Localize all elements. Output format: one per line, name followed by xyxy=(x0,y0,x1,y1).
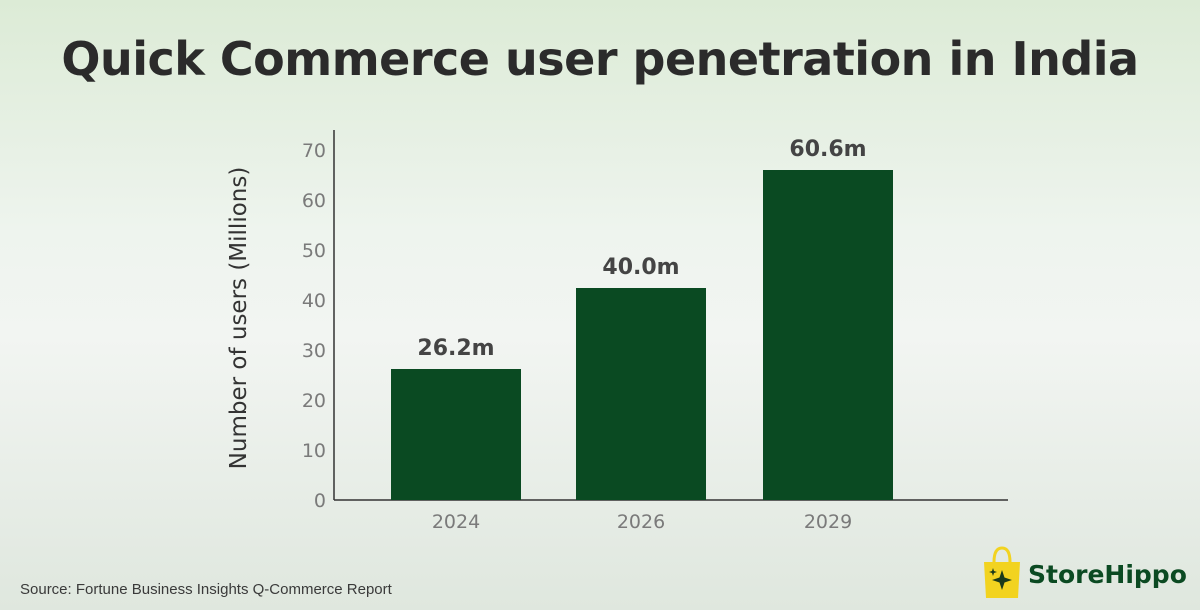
bars: 26.2m 40.0m 60.6m xyxy=(391,137,893,500)
chart-title: Quick Commerce user penetration in India xyxy=(61,32,1139,86)
x-tick-label-2026: 2026 xyxy=(617,511,665,533)
brand-name: StoreHippo xyxy=(1028,560,1187,589)
bar-2026 xyxy=(576,288,706,500)
y-tick-label: 60 xyxy=(302,190,326,212)
y-axis-ticks: 0 10 20 30 40 50 60 70 xyxy=(302,140,326,512)
shopping-bag-sparkle-icon xyxy=(984,546,1020,598)
y-axis-label: Number of users (Millions) xyxy=(226,167,252,470)
brand-logo[interactable]: StoreHippo xyxy=(980,546,1195,602)
data-label-2026: 40.0m xyxy=(602,255,679,280)
y-tick-label: 10 xyxy=(302,440,326,462)
y-tick-label: 50 xyxy=(302,240,326,262)
source-note: Source: Fortune Business Insights Q-Comm… xyxy=(20,581,392,598)
x-tick-label-2029: 2029 xyxy=(804,511,852,533)
data-label-2029: 60.6m xyxy=(789,137,866,162)
y-tick-label: 0 xyxy=(314,490,326,512)
x-tick-label-2024: 2024 xyxy=(432,511,480,533)
x-axis-ticks: 2024 2026 2029 xyxy=(432,511,852,533)
y-tick-label: 40 xyxy=(302,290,326,312)
y-tick-label: 20 xyxy=(302,390,326,412)
bar-2029 xyxy=(763,170,893,500)
data-label-2024: 26.2m xyxy=(417,336,494,361)
y-tick-label: 30 xyxy=(302,340,326,362)
y-tick-label: 70 xyxy=(302,140,326,162)
bar-2024 xyxy=(391,369,521,500)
